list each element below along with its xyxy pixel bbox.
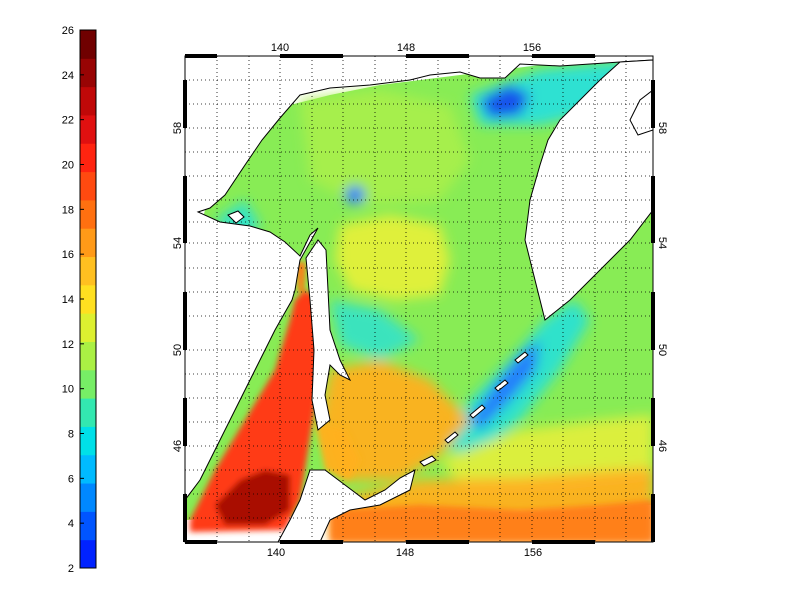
frame-bar-bottom — [406, 540, 469, 544]
colorbar-cell — [80, 58, 96, 88]
sea-aniva-orange — [315, 420, 360, 480]
colorbar-tick-label: 16 — [62, 249, 74, 261]
frame-bar-right — [651, 176, 655, 243]
colorbar-cell — [80, 143, 96, 173]
lat-tick-right-54: 54 — [656, 237, 668, 249]
sea-orange-south — [320, 360, 470, 480]
colorbar-tick-label: 22 — [62, 115, 74, 127]
colorbar-cell — [80, 171, 96, 201]
sea-yellow-center — [335, 215, 450, 300]
lon-tick-bottom-148: 148 — [396, 547, 414, 559]
frame-bars — [183, 54, 655, 544]
frame-bar-right — [651, 80, 655, 128]
frame-bar-right — [651, 398, 655, 446]
colorbar-cell — [80, 454, 96, 484]
frame-bar-top — [532, 54, 595, 58]
colorbar-tick-label: 4 — [68, 518, 74, 530]
land-kuril-5 — [514, 351, 529, 364]
colorbar-cell — [80, 114, 96, 144]
colorbar-tick-label: 24 — [62, 70, 74, 82]
frame-bar-right — [651, 494, 655, 542]
land-shantar — [227, 210, 245, 224]
colorbar-tick-label: 14 — [62, 294, 74, 306]
lon-tick-top-140: 140 — [271, 42, 289, 54]
frame-bar-left — [183, 176, 187, 243]
sst-field — [185, 60, 653, 542]
lat-ticks-right: 58 54 50 46 — [656, 122, 668, 452]
frame-bar-top — [406, 54, 469, 58]
lat-ticks-left: 58 54 50 46 — [172, 122, 184, 452]
colorbar-cell — [80, 341, 96, 371]
colorbar-cell — [80, 30, 96, 59]
frame-bar-left — [183, 494, 187, 542]
lon-tick-bottom-156: 156 — [524, 547, 542, 559]
lat-tick-left-46: 46 — [172, 440, 184, 452]
colorbar-tick-label: 20 — [62, 160, 74, 172]
land-east-coast — [629, 89, 653, 136]
land-kamchatka — [524, 59, 653, 321]
sea-japan-dark-red — [215, 470, 290, 525]
colorbar-cell — [80, 369, 96, 399]
colorbar-cell — [80, 199, 96, 229]
sst-map — [185, 56, 653, 542]
colorbar-cell — [80, 426, 96, 456]
sea-japan-red — [190, 290, 322, 532]
frame-bar-top — [280, 54, 343, 58]
sea-red-southeast — [330, 500, 653, 542]
colorbar-cell — [80, 539, 96, 569]
frame-bar-left — [183, 80, 187, 128]
colorbar-cell — [80, 86, 96, 116]
land-asia-north — [185, 56, 653, 501]
lat-tick-right-46: 46 — [656, 440, 668, 452]
sea-light-green — [300, 90, 470, 205]
colorbar-cell — [80, 256, 96, 286]
colorbar-tick-label: 18 — [62, 204, 74, 216]
colorbar-cell — [80, 284, 96, 314]
land-kuril-2 — [444, 431, 459, 444]
land-sakhalin — [305, 239, 352, 431]
lon-tick-top-148: 148 — [397, 42, 415, 54]
sea-cyan-center — [330, 300, 420, 360]
lon-tick-top-156: 156 — [523, 42, 541, 54]
colorbar-cell — [80, 313, 96, 342]
frame-bar-bottom — [185, 540, 217, 544]
sea-blue-north — [480, 85, 530, 118]
frame-bar-bottom — [532, 540, 595, 544]
colorbar-cell — [80, 398, 96, 427]
frame-bar-top — [185, 54, 217, 58]
colorbar-cell — [80, 511, 96, 541]
frame-bar-right — [651, 292, 655, 350]
frame-bar-left — [183, 398, 187, 446]
colorbar-tick-label: 26 — [62, 25, 74, 37]
lon-tick-bottom-140: 140 — [267, 547, 285, 559]
lon-ticks-top: 140 148 156 — [271, 42, 541, 54]
lon-ticks-bottom: 140 148 156 — [267, 547, 542, 559]
land-kuril-1 — [419, 455, 437, 467]
colorbar-tick-label: 6 — [68, 473, 74, 485]
colorbar-cell — [80, 483, 96, 512]
lat-tick-left-50: 50 — [172, 344, 184, 356]
frame-bar-left — [183, 292, 187, 350]
colorbar-tick-label: 12 — [62, 339, 74, 351]
land-kuril-4 — [494, 379, 509, 392]
colorbar-tick-label: 10 — [62, 384, 74, 396]
sea-blue-spot — [345, 186, 365, 204]
frame-bar-bottom — [280, 540, 343, 544]
graticule — [185, 56, 653, 542]
lat-tick-right-58: 58 — [656, 122, 668, 134]
colorbar-tick-label: 2 — [68, 563, 74, 575]
lat-tick-right-50: 50 — [656, 344, 668, 356]
colorbar-cell — [80, 228, 96, 258]
lat-tick-left-58: 58 — [172, 122, 184, 134]
lat-tick-left-54: 54 — [172, 237, 184, 249]
map-frame — [183, 54, 655, 544]
colorbar-tick-label: 8 — [68, 429, 74, 441]
land-kuril-3 — [469, 404, 486, 419]
